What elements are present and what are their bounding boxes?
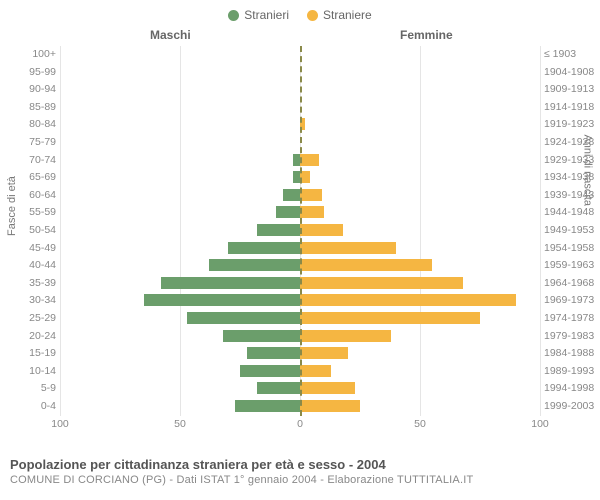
- birth-label: 1964-1968: [544, 275, 600, 293]
- age-label: 15-19: [0, 345, 56, 363]
- birth-label: 1989-1993: [544, 363, 600, 381]
- birth-label: 1974-1978: [544, 310, 600, 328]
- center-line: [300, 46, 302, 416]
- chart-title: Popolazione per cittadinanza straniera p…: [10, 457, 590, 472]
- bar-female: [300, 189, 322, 201]
- bar-male: [223, 330, 300, 342]
- bar-male: [209, 259, 300, 271]
- birth-label: 1959-1963: [544, 257, 600, 275]
- chart-subtitle: COMUNE DI CORCIANO (PG) - Dati ISTAT 1° …: [10, 474, 590, 486]
- birth-label: 1934-1938: [544, 169, 600, 187]
- age-label: 65-69: [0, 169, 56, 187]
- age-label: 50-54: [0, 222, 56, 240]
- bar-male: [283, 189, 300, 201]
- bar-female: [300, 312, 480, 324]
- birth-label: 1919-1923: [544, 116, 600, 134]
- age-label: 90-94: [0, 81, 56, 99]
- legend-female-label: Straniere: [323, 8, 372, 22]
- gridline: [420, 46, 421, 416]
- bar-male: [293, 154, 300, 166]
- age-label: 80-84: [0, 116, 56, 134]
- bar-male: [293, 171, 300, 183]
- birth-label: 1979-1983: [544, 328, 600, 346]
- bar-male: [257, 382, 300, 394]
- bar-male: [228, 242, 300, 254]
- bar-female: [300, 277, 463, 289]
- birth-label: 1949-1953: [544, 222, 600, 240]
- birth-label: 1924-1928: [544, 134, 600, 152]
- legend-item-female: Straniere: [307, 8, 372, 22]
- bar-female: [300, 259, 432, 271]
- bar-female: [300, 382, 355, 394]
- birth-label: 1999-2003: [544, 398, 600, 416]
- birth-label: 1939-1943: [544, 187, 600, 205]
- bar-female: [300, 347, 348, 359]
- age-label: 85-89: [0, 99, 56, 117]
- birth-label: 1929-1933: [544, 152, 600, 170]
- bar-female: [300, 154, 319, 166]
- male-swatch: [228, 10, 239, 21]
- bar-male: [144, 294, 300, 306]
- age-label: 95-99: [0, 64, 56, 82]
- bar-female: [300, 400, 360, 412]
- age-label: 25-29: [0, 310, 56, 328]
- bar-male: [161, 277, 300, 289]
- bar-male: [235, 400, 300, 412]
- gridline: [180, 46, 181, 416]
- x-tick-label: 100: [51, 418, 69, 430]
- legend: Stranieri Straniere: [0, 0, 600, 26]
- bar-male: [257, 224, 300, 236]
- footer: Popolazione per cittadinanza straniera p…: [10, 457, 590, 486]
- birth-label: 1954-1958: [544, 240, 600, 258]
- birth-label: 1969-1973: [544, 292, 600, 310]
- bar-male: [276, 206, 300, 218]
- bar-male: [240, 365, 300, 377]
- legend-male-label: Stranieri: [244, 8, 289, 22]
- gridline: [60, 46, 61, 416]
- age-label: 20-24: [0, 328, 56, 346]
- gridline: [540, 46, 541, 416]
- age-label: 30-34: [0, 292, 56, 310]
- age-label: 40-44: [0, 257, 56, 275]
- age-label: 0-4: [0, 398, 56, 416]
- age-label: 5-9: [0, 380, 56, 398]
- age-label: 70-74: [0, 152, 56, 170]
- x-tick-label: 100: [531, 418, 549, 430]
- header-female: Femmine: [400, 28, 453, 42]
- age-label: 60-64: [0, 187, 56, 205]
- birth-label: 1909-1913: [544, 81, 600, 99]
- bar-female: [300, 242, 396, 254]
- x-tick-label: 50: [174, 418, 186, 430]
- birth-label: 1914-1918: [544, 99, 600, 117]
- age-label: 75-79: [0, 134, 56, 152]
- bar-female: [300, 330, 391, 342]
- bar-male: [247, 347, 300, 359]
- age-label: 10-14: [0, 363, 56, 381]
- birth-label: 1984-1988: [544, 345, 600, 363]
- pyramid-chart: Maschi Femmine Fasce di età Anni di nasc…: [0, 26, 600, 446]
- bar-female: [300, 224, 343, 236]
- legend-item-male: Stranieri: [228, 8, 289, 22]
- birth-label: 1994-1998: [544, 380, 600, 398]
- header-male: Maschi: [150, 28, 191, 42]
- age-label: 45-49: [0, 240, 56, 258]
- age-label: 55-59: [0, 204, 56, 222]
- birth-label: 1944-1948: [544, 204, 600, 222]
- bar-female: [300, 294, 516, 306]
- bar-female: [300, 365, 331, 377]
- age-label: 35-39: [0, 275, 56, 293]
- female-swatch: [307, 10, 318, 21]
- x-tick-label: 50: [414, 418, 426, 430]
- birth-label: ≤ 1903: [544, 46, 600, 64]
- age-label: 100+: [0, 46, 56, 64]
- bar-male: [187, 312, 300, 324]
- birth-label: 1904-1908: [544, 64, 600, 82]
- x-tick-label: 0: [297, 418, 303, 430]
- bar-female: [300, 206, 324, 218]
